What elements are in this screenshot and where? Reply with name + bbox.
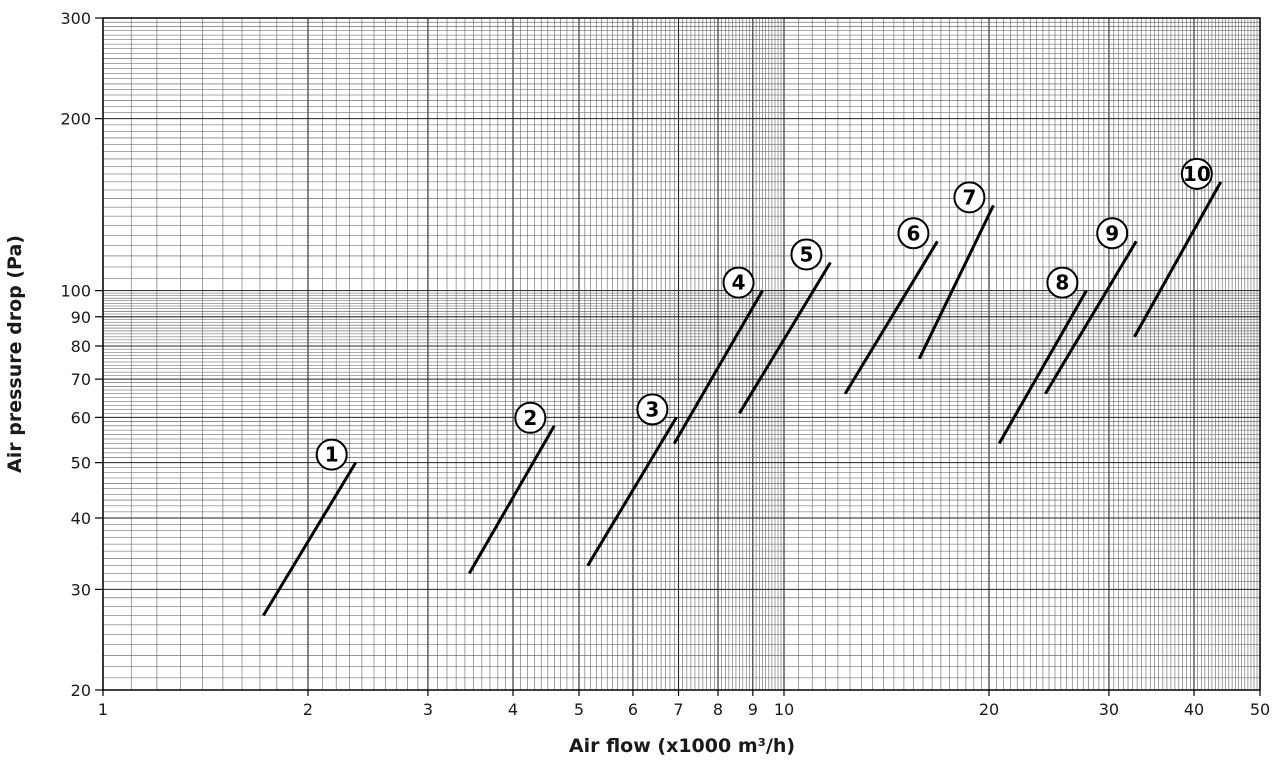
y-tick-label: 100: [60, 282, 91, 301]
x-tick-label: 4: [508, 700, 518, 719]
y-tick-label: 70: [71, 370, 91, 389]
y-tick-label: 40: [71, 509, 91, 528]
y-tick-label: 60: [71, 408, 91, 427]
series-label-circle: [722, 266, 755, 299]
grid: [102, 17, 1261, 691]
y-tick-label: 30: [71, 580, 91, 599]
y-tick-label: 200: [60, 110, 91, 129]
x-axis-title: Air flow (x1000 m³/h): [569, 735, 795, 757]
series-label-circle: [953, 181, 986, 214]
x-tick-label: 7: [673, 700, 683, 719]
series-label-6: 6: [897, 217, 930, 250]
series-label-circle: [315, 438, 348, 471]
y-tick-label: 20: [71, 681, 91, 700]
y-axis-title: Air pressure drop (Pa): [4, 235, 26, 473]
y-tick-label: 90: [71, 308, 91, 327]
series-label-text: 10: [1183, 162, 1211, 186]
series-label-circle: [790, 238, 823, 271]
series-label-text: 7: [962, 185, 976, 209]
series-line-6: [843, 240, 939, 395]
series-label-text: 5: [799, 242, 813, 266]
series-line-8: [997, 289, 1088, 445]
series-label-circle: [1046, 266, 1079, 299]
series-label-9: 9: [1096, 217, 1129, 250]
x-tick-label: 2: [303, 700, 313, 719]
series-lines: [262, 181, 1223, 617]
series-label-text: 6: [906, 221, 920, 245]
series-label-circle: [636, 393, 669, 426]
series-label-text: 2: [523, 406, 537, 430]
series-label-1: 1: [315, 438, 348, 471]
x-tick-label: 1: [98, 700, 108, 719]
series-line-10: [1133, 181, 1223, 338]
series-label-3: 3: [636, 393, 669, 426]
x-tick-label: 5: [574, 700, 584, 719]
series-line-9: [1044, 240, 1138, 395]
x-tick-labels: 1 2 3 4 5 6 7 8 9 10 20 30 40 50: [98, 690, 1270, 719]
x-tick-label: 30: [1099, 700, 1119, 719]
x-tick-label: 50: [1250, 700, 1270, 719]
x-tick-label: 10: [774, 700, 794, 719]
series-label-2: 2: [514, 401, 547, 434]
series-labels: 1 2 3 4 5 6 7 8 9 10: [315, 157, 1213, 471]
x-tick-label: 3: [423, 700, 433, 719]
series-label-circle: [1180, 157, 1213, 190]
x-tick-label: 8: [713, 700, 723, 719]
series-label-text: 1: [325, 443, 339, 467]
series-label-8: 8: [1046, 266, 1079, 299]
series-line-1: [262, 461, 357, 617]
x-tick-label: 9: [748, 700, 758, 719]
series-label-5: 5: [790, 238, 823, 271]
series-label-text: 4: [732, 271, 746, 295]
series-label-circle: [514, 401, 547, 434]
series-line-7: [917, 204, 995, 360]
series-line-2: [468, 425, 556, 575]
series-label-10: 10: [1180, 157, 1213, 190]
series-label-4: 4: [722, 266, 755, 299]
series-line-4: [673, 289, 764, 445]
y-tick-labels: 20 30 40 50 60 70 80 90 100 200 300: [60, 9, 103, 700]
series-line-5: [738, 261, 832, 415]
y-tick-label: 50: [71, 454, 91, 473]
series-label-7: 7: [953, 181, 986, 214]
x-tick-label: 40: [1184, 700, 1204, 719]
x-tick-label: 6: [628, 700, 638, 719]
series-label-text: 3: [645, 397, 659, 421]
x-tick-label: 20: [979, 700, 999, 719]
series-label-text: 9: [1105, 221, 1119, 245]
plot-frame: [102, 17, 1261, 691]
series-label-circle: [897, 217, 930, 250]
series-label-text: 8: [1055, 271, 1069, 295]
y-tick-label: 300: [60, 9, 91, 28]
series-line-3: [586, 416, 678, 567]
y-tick-label: 80: [71, 337, 91, 356]
series-label-circle: [1096, 217, 1129, 250]
